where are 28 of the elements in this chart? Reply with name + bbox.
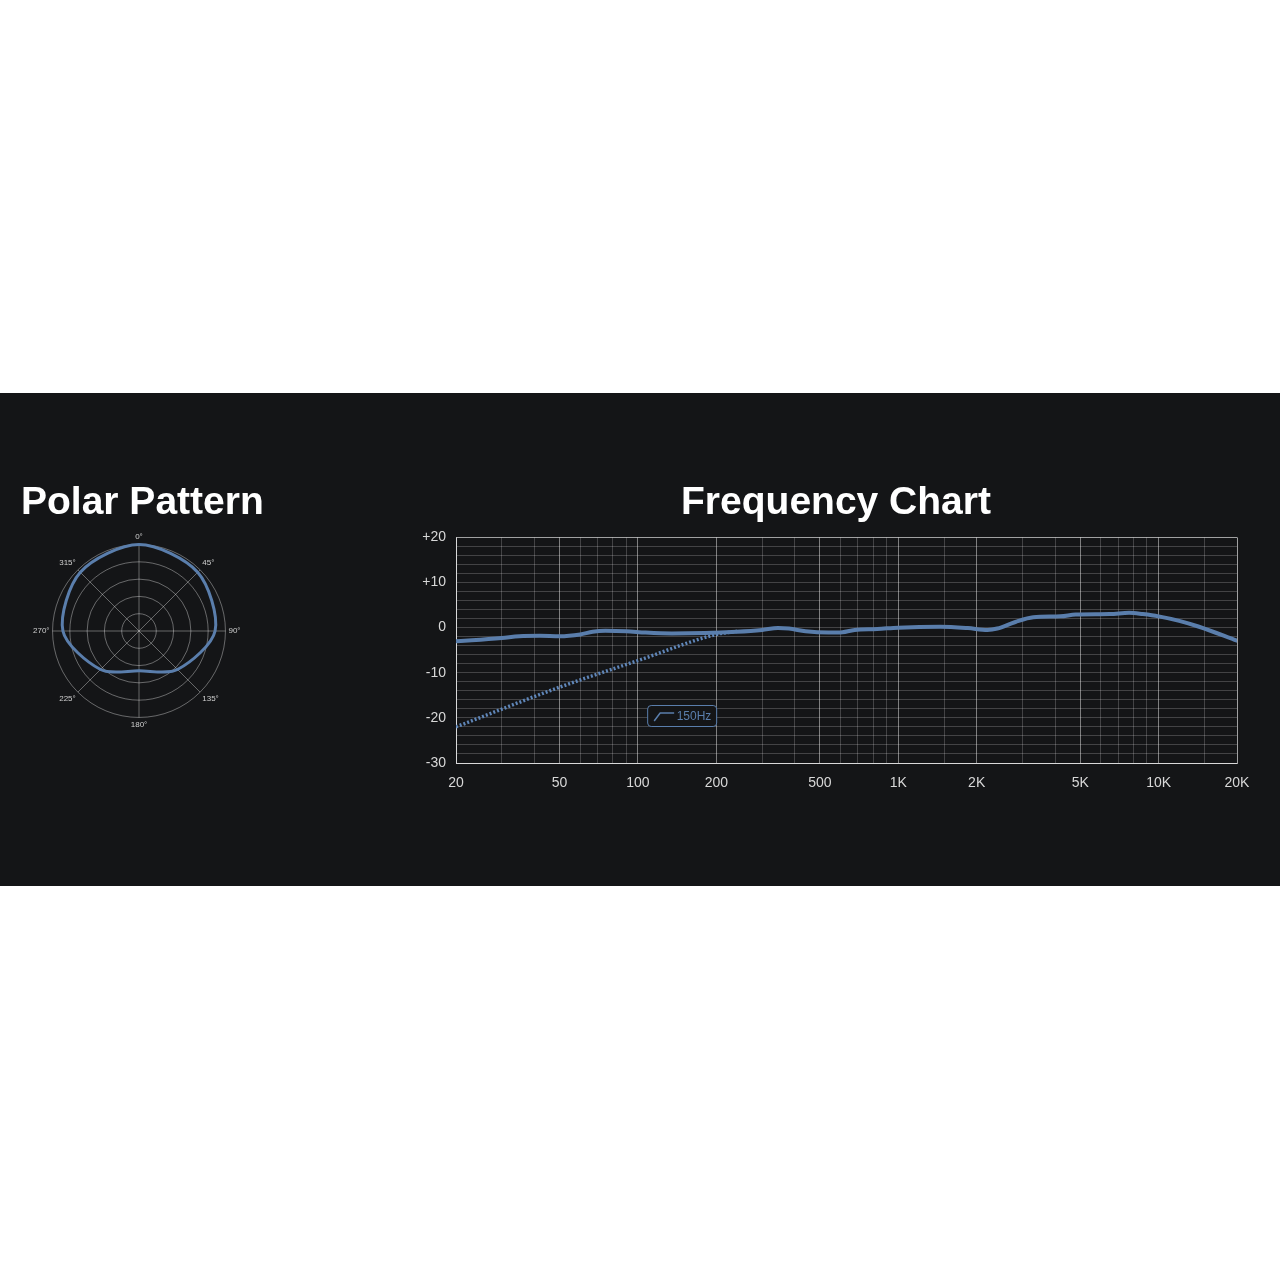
spoke-label: 270° xyxy=(33,626,50,636)
chart-title: Frequency Chart xyxy=(680,479,992,523)
x-tick-label: 1K xyxy=(889,774,908,791)
x-tick-label: 5K xyxy=(1071,774,1090,791)
spoke-label: 45° xyxy=(202,558,215,568)
spoke-label: 315° xyxy=(59,558,76,568)
spoke-label: 90° xyxy=(228,626,241,636)
x-tick-label: 20 xyxy=(448,774,464,791)
spoke-label: 225° xyxy=(59,694,76,704)
x-tick-label: 20K xyxy=(1224,774,1251,791)
x-tick-label: 2K xyxy=(968,774,986,791)
spoke-label: 135° xyxy=(202,694,219,704)
y-tick-label: +10 xyxy=(422,573,447,590)
chart-title: Polar Pattern xyxy=(21,479,264,523)
y-tick-label: -10 xyxy=(425,663,447,680)
y-tick-label: 0 xyxy=(438,618,447,635)
x-tick-label: 200 xyxy=(704,774,729,791)
x-tick-label: 10K xyxy=(1146,774,1172,791)
annotation: 150Hz xyxy=(676,707,712,724)
spoke-label: 0° xyxy=(135,531,143,541)
y-tick-label: -30 xyxy=(425,753,447,770)
x-tick-label: 500 xyxy=(808,774,832,791)
spoke-label: 180° xyxy=(130,720,148,730)
x-tick-label: 100 xyxy=(626,774,650,791)
x-tick-label: 50 xyxy=(551,774,568,791)
badge-outline: 150Hz xyxy=(647,704,718,727)
y-tick-label: -20 xyxy=(425,708,447,725)
y-tick-label: +20 xyxy=(422,528,447,545)
